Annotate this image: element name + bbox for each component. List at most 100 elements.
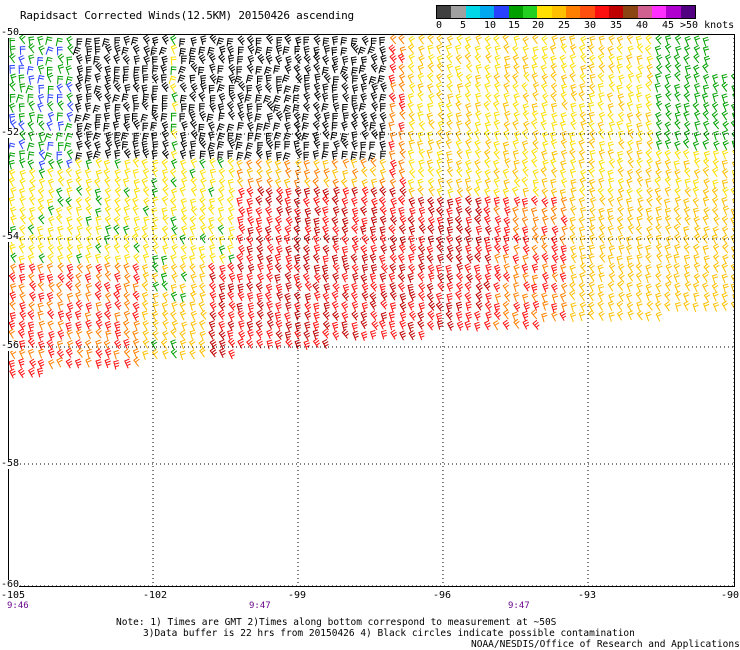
wind-barb xyxy=(475,197,482,208)
wind-barb xyxy=(636,235,643,246)
wind-barb xyxy=(398,81,406,92)
wind-barb xyxy=(378,254,386,265)
wind-barb xyxy=(293,262,301,273)
wind-barb xyxy=(484,253,492,264)
wind-barb xyxy=(637,64,644,75)
wind-barb xyxy=(189,74,196,84)
wind-barb xyxy=(417,244,426,255)
wind-barb xyxy=(189,349,196,360)
wind-barb xyxy=(132,94,139,104)
wind-barb xyxy=(228,205,235,217)
wind-barb xyxy=(455,244,463,255)
wind-barb xyxy=(75,169,82,180)
wind-barb xyxy=(170,291,178,302)
wind-barb xyxy=(664,301,671,312)
wind-barb xyxy=(332,282,340,293)
wind-barb xyxy=(551,293,559,304)
wind-barb xyxy=(731,84,735,94)
wind-barb xyxy=(170,234,177,245)
wind-barb xyxy=(389,263,397,274)
wind-barb xyxy=(208,131,215,141)
wind-barb xyxy=(693,157,701,168)
wind-barb xyxy=(418,235,425,246)
wind-barb xyxy=(228,167,235,178)
wind-barb xyxy=(46,72,54,83)
wind-barb xyxy=(321,338,329,350)
wind-barb xyxy=(66,187,73,197)
wind-barb xyxy=(76,38,83,47)
wind-barb xyxy=(19,150,26,160)
wind-barb xyxy=(190,320,197,331)
wind-barb xyxy=(456,271,464,282)
wind-barb xyxy=(275,283,283,294)
wind-barb xyxy=(361,178,368,189)
wind-barb xyxy=(494,82,501,93)
wind-barb xyxy=(256,167,263,179)
wind-barb xyxy=(636,215,643,226)
wind-barb xyxy=(190,290,197,301)
wind-barb xyxy=(200,177,207,188)
wind-barb xyxy=(485,292,492,303)
wind-barb xyxy=(598,45,605,56)
wind-barb xyxy=(588,54,596,65)
wind-barb xyxy=(693,35,701,46)
wind-barb xyxy=(703,226,710,236)
wind-barb xyxy=(351,177,358,188)
wind-barb xyxy=(113,243,121,254)
wind-barb xyxy=(28,244,35,255)
wind-barb xyxy=(626,301,634,312)
wind-barb xyxy=(474,45,481,56)
wind-barb xyxy=(236,253,244,264)
wind-barb xyxy=(227,214,234,225)
wind-barb xyxy=(18,320,26,331)
wind-barb xyxy=(588,253,595,264)
wind-barb xyxy=(228,234,235,245)
wind-barb xyxy=(483,100,490,111)
wind-barb xyxy=(702,245,709,255)
wind-barb xyxy=(693,243,700,254)
wind-barb xyxy=(608,53,615,64)
wind-barb xyxy=(37,187,45,198)
wind-barb xyxy=(9,312,16,322)
wind-barb xyxy=(597,129,605,140)
wind-barb xyxy=(94,290,102,301)
wind-barb xyxy=(189,263,196,274)
wind-barb xyxy=(483,215,491,226)
wind-barb xyxy=(133,242,140,253)
wind-barb xyxy=(436,43,443,55)
wind-barb xyxy=(141,264,149,274)
wind-barb xyxy=(418,206,425,217)
wind-barb xyxy=(28,36,35,46)
wind-barb xyxy=(15,94,24,103)
wind-barb xyxy=(721,168,729,179)
wind-barb xyxy=(635,111,642,122)
wind-barb xyxy=(579,111,587,122)
wind-barb xyxy=(180,292,187,303)
wind-barb xyxy=(331,150,338,160)
wind-barb xyxy=(408,197,416,208)
wind-barb xyxy=(369,291,377,303)
wind-barb xyxy=(199,291,206,302)
wind-barb xyxy=(265,132,272,142)
wind-barb xyxy=(616,310,624,321)
wind-barb xyxy=(293,273,300,284)
wind-barb xyxy=(579,235,586,246)
wind-barb xyxy=(9,206,17,217)
wind-barb xyxy=(408,158,415,169)
wind-barb xyxy=(276,186,284,198)
wind-barb xyxy=(627,262,634,273)
wind-barb xyxy=(151,150,158,160)
wind-barb xyxy=(256,103,263,113)
wind-barb xyxy=(664,53,672,65)
wind-barb xyxy=(588,63,595,74)
wind-barb xyxy=(398,130,405,141)
wind-barb xyxy=(86,45,93,55)
wind-barb xyxy=(475,225,483,236)
wind-barb xyxy=(399,214,407,226)
wind-barb xyxy=(113,224,120,235)
wind-barb xyxy=(29,358,37,369)
wind-barb xyxy=(532,300,540,311)
wind-barb xyxy=(293,140,300,150)
wind-barb xyxy=(598,35,605,46)
wind-barb xyxy=(151,311,159,322)
